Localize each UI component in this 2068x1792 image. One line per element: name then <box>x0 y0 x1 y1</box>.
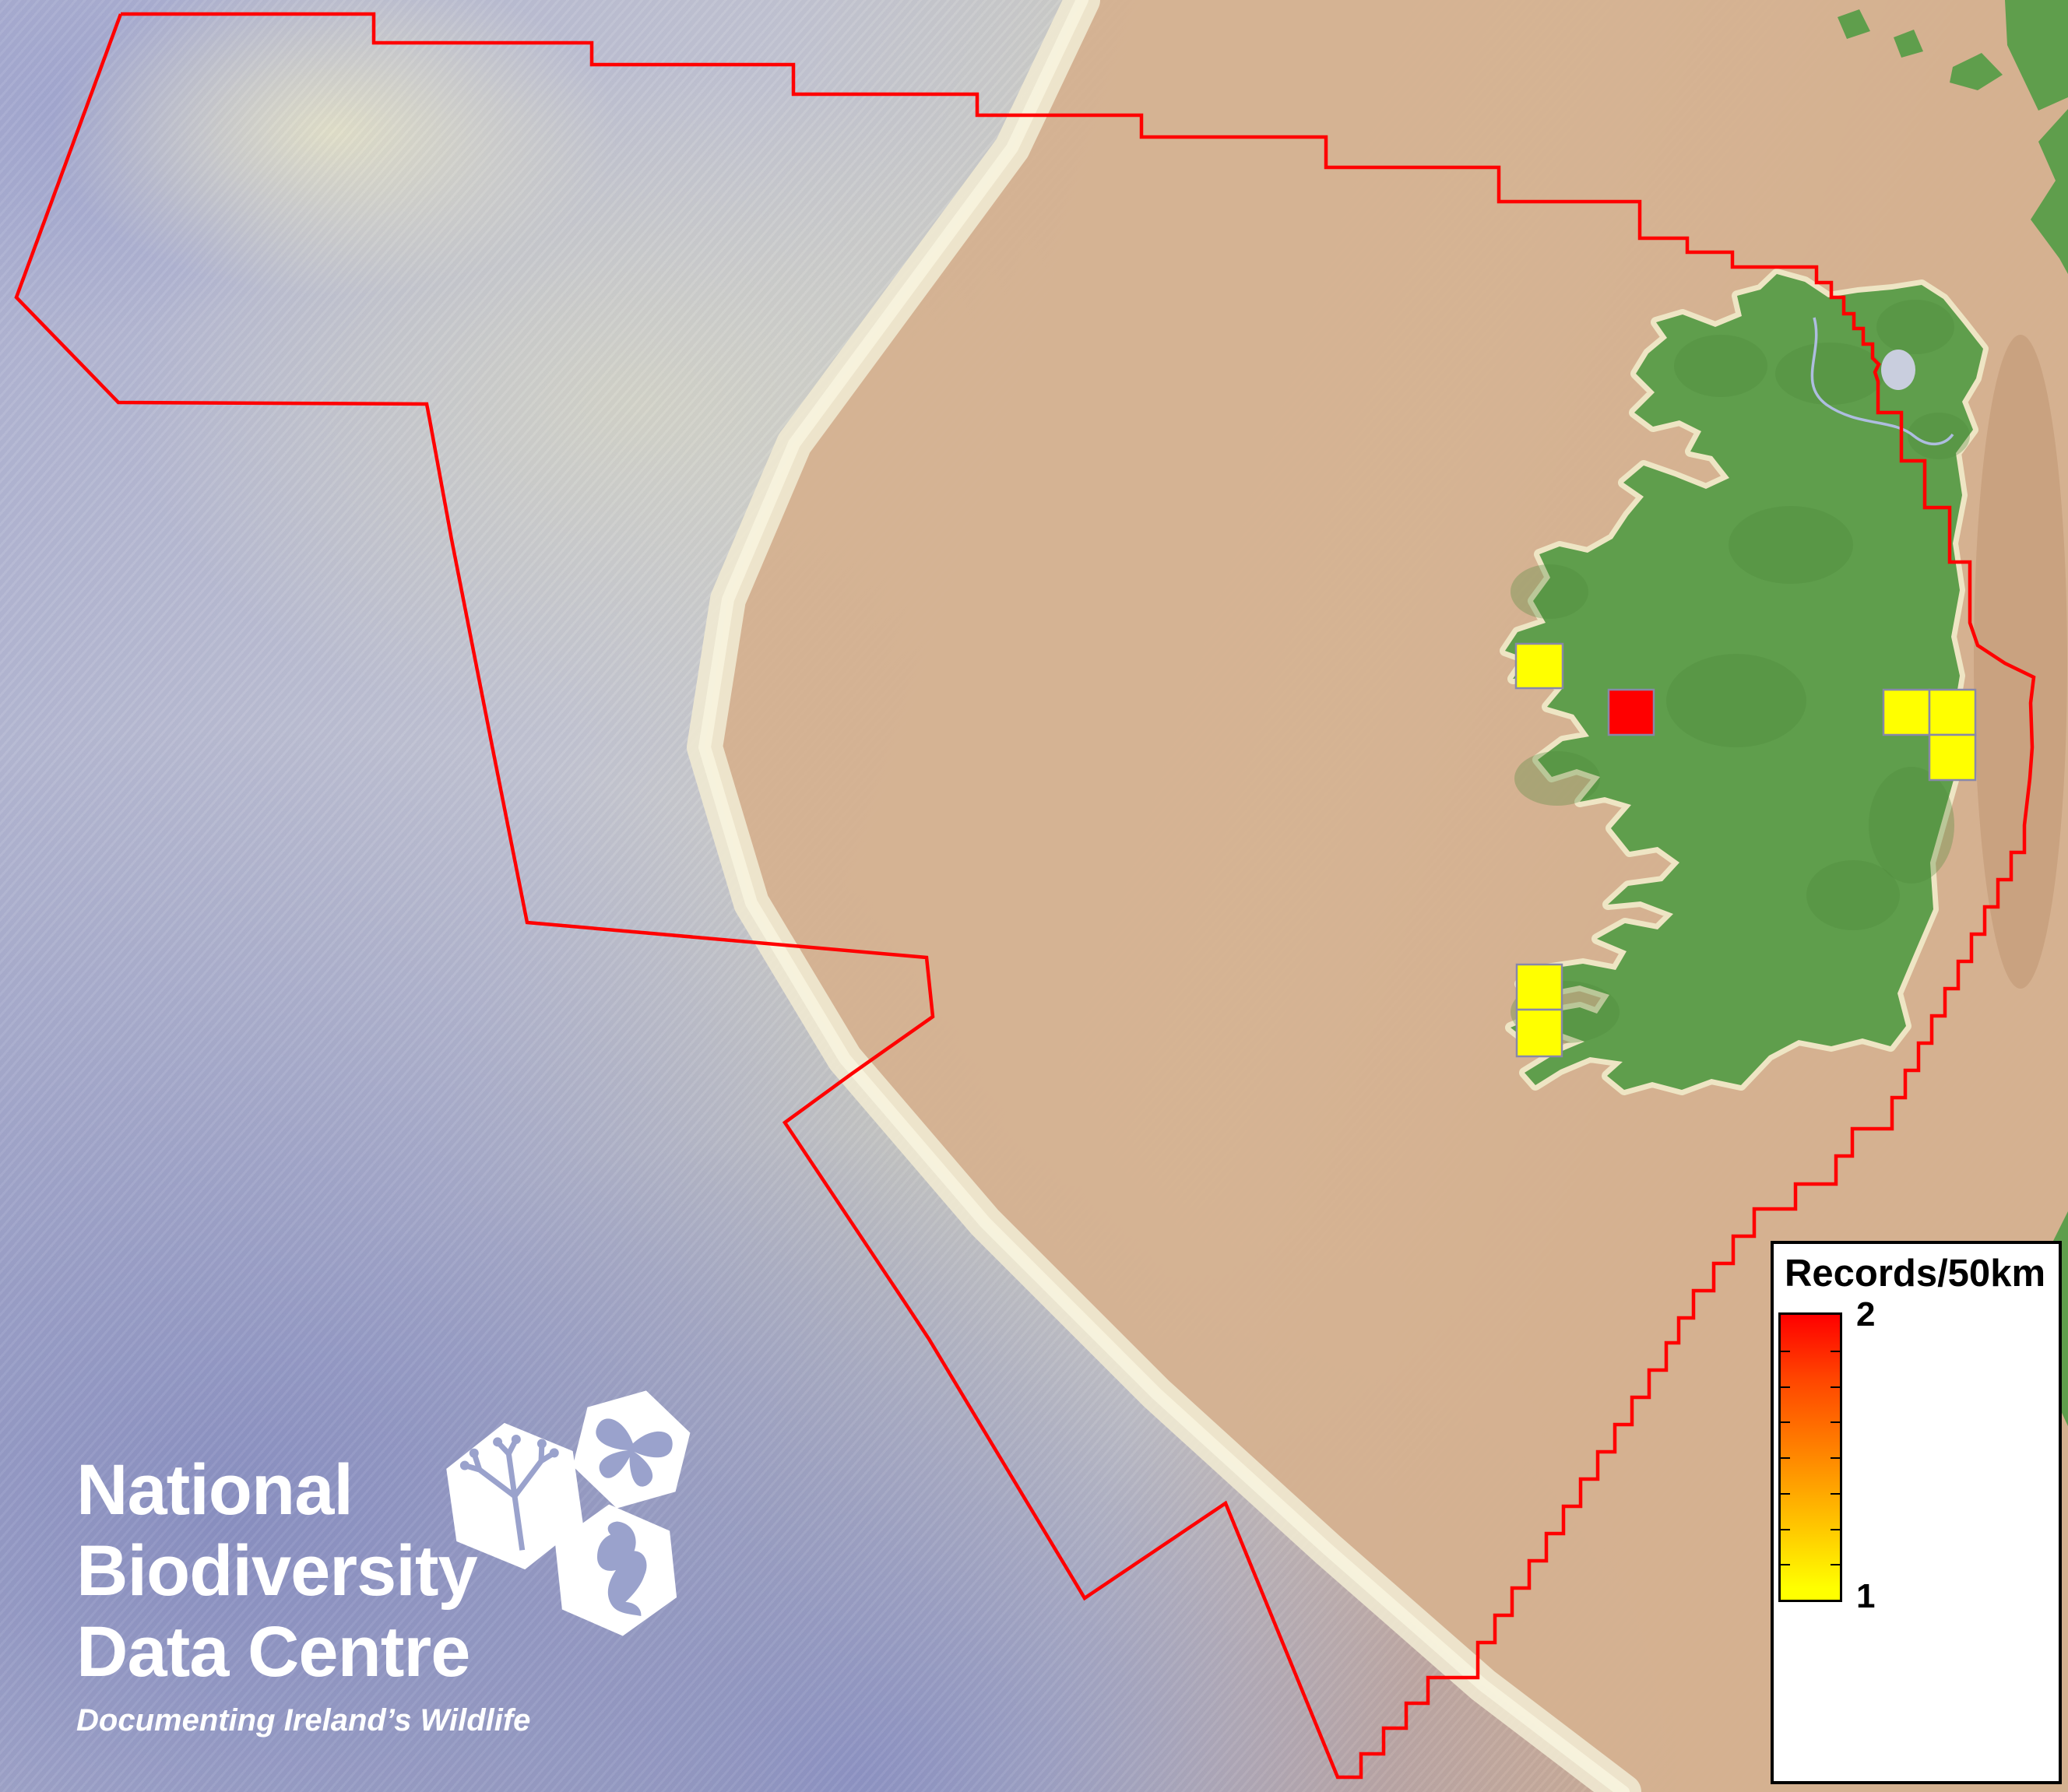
legend-min-label: 1 <box>1856 1577 1876 1615</box>
terrain-relief <box>1908 413 1970 459</box>
designated-area-boundary <box>14 12 2036 1780</box>
record-grid-cell-value-2 <box>1607 688 1655 736</box>
logo-line-national: National <box>76 1450 353 1530</box>
record-grid-cell-value-1 <box>1882 688 1931 736</box>
record-grid-cell-value-1 <box>1928 688 1977 736</box>
ni-border-river-line <box>1810 317 1954 445</box>
terrain-relief <box>1775 343 1884 405</box>
nbdc-logo: National Biodiversity Data Centre Docume… <box>76 1390 691 1738</box>
terrain-relief <box>1674 335 1767 397</box>
legend-tick <box>1831 1564 1840 1565</box>
seahorse-hexagon-icon <box>554 1504 677 1636</box>
legend-tick <box>1831 1351 1840 1352</box>
uk-land <box>1838 9 1870 39</box>
legend-gradient-bar <box>1778 1312 1842 1602</box>
record-grid-cell-value-1 <box>1515 1008 1563 1058</box>
legend-tick <box>1781 1386 1790 1388</box>
logo-tagline: Documenting Ireland’s Wildlife <box>76 1703 531 1738</box>
legend-tick <box>1781 1421 1790 1423</box>
legend-title: Records/50km <box>1785 1253 2046 1295</box>
uk-land <box>2031 109 2068 274</box>
legend-tick <box>1831 1457 1840 1459</box>
legend-tick <box>1831 1386 1840 1388</box>
record-grid-cell-value-1 <box>1928 733 1977 782</box>
irish-sea-deep-channel <box>1974 335 2067 989</box>
seahorse-glyph <box>597 1521 647 1616</box>
logo-hexagons <box>433 1387 776 1648</box>
legend-max-label: 2 <box>1856 1295 1876 1333</box>
legend-tick <box>1831 1421 1840 1423</box>
logo-line-datacentre: Data Centre <box>76 1612 470 1692</box>
lough-neagh <box>1881 350 1915 390</box>
terrain-relief <box>1511 564 1588 619</box>
butterfly-hexagon-icon <box>572 1390 691 1509</box>
terrain-relief <box>1514 751 1600 806</box>
terrain-relief <box>1666 654 1806 747</box>
plant-hexagon-icon <box>446 1422 583 1570</box>
uk-land <box>2005 0 2068 111</box>
logo-line-biodiversity: Biodiversity <box>76 1531 478 1611</box>
butterfly-glyph <box>596 1418 673 1487</box>
legend-tick <box>1781 1529 1790 1530</box>
legend-tick <box>1781 1457 1790 1459</box>
legend-tick <box>1781 1351 1790 1352</box>
terrain-relief <box>1869 767 1954 884</box>
terrain-relief <box>1729 506 1853 584</box>
legend-tick <box>1781 1564 1790 1565</box>
legend-box: Records/50km 2 1 <box>1771 1241 2062 1784</box>
legend-tick <box>1781 1493 1790 1495</box>
record-grid-cell-value-1 <box>1515 963 1563 1011</box>
legend-tick <box>1831 1529 1840 1530</box>
uk-land <box>1894 30 1923 58</box>
hexagon-icons <box>446 1390 691 1636</box>
record-grid-cell-value-1 <box>1514 642 1564 690</box>
continental-slope-band-core <box>698 0 1630 1792</box>
ireland-landmass <box>1500 269 1989 1095</box>
terrain-relief <box>1806 860 1900 930</box>
uk-land <box>1950 53 2003 90</box>
legend-tick <box>1831 1493 1840 1495</box>
terrain-relief <box>1876 300 1954 354</box>
